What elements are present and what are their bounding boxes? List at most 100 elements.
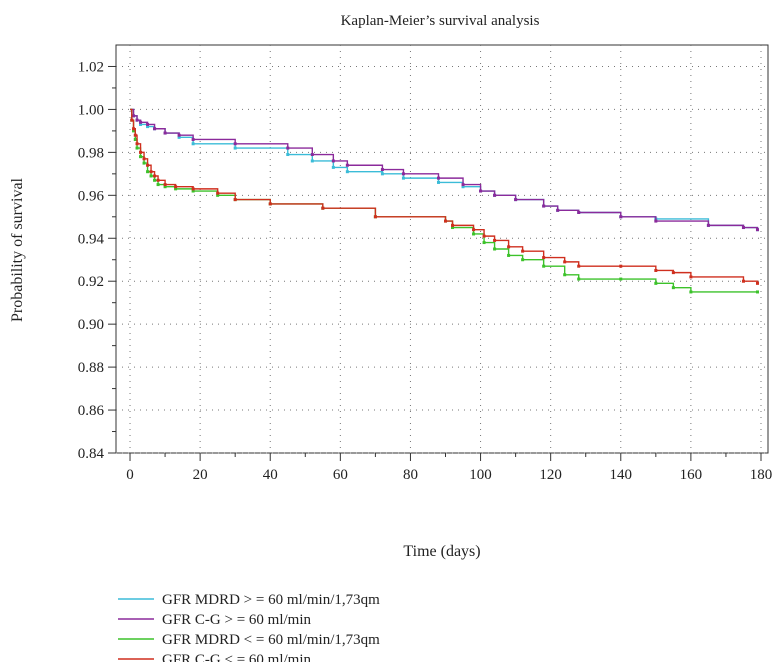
series-point-4 (133, 133, 137, 137)
series-point-1 (233, 146, 237, 150)
series-point-4 (671, 271, 675, 275)
series-line-4 (130, 108, 759, 284)
series-point-3 (135, 146, 139, 150)
series-point-1 (436, 180, 440, 184)
series-point-3 (482, 241, 486, 245)
series-point-4 (444, 219, 448, 223)
series-point-4 (135, 142, 139, 146)
series-point-2 (233, 142, 237, 146)
series-point-4 (373, 215, 377, 219)
y-tick-label: 1.00 (78, 102, 104, 118)
y-tick-label: 0.84 (78, 446, 105, 462)
series-point-2 (493, 193, 497, 197)
plot-area-frame (115, 44, 769, 454)
series-point-1 (146, 125, 150, 129)
series-point-4 (268, 202, 272, 206)
series-point-1 (177, 135, 181, 139)
x-axis-title: Time (days) (403, 543, 480, 560)
series-point-2 (461, 183, 465, 187)
axes: 0.84 0.86 0.88 0.90 0.92 0.94 0.96 0.98 1.00 1.02… (78, 59, 772, 483)
series-point-3 (542, 264, 546, 268)
series-point-2 (479, 189, 483, 193)
series-point-2 (146, 122, 150, 126)
series-point-4 (146, 163, 150, 167)
x-tick-label: 100 (469, 467, 492, 483)
x-tick-label: 80 (403, 467, 418, 483)
series-point-4 (153, 174, 157, 178)
series-point-2 (139, 120, 143, 124)
series-point-1 (345, 170, 349, 174)
series-point-4 (577, 264, 581, 268)
series-point-4 (507, 245, 511, 249)
series-point-4 (142, 157, 146, 161)
legend-label-1: GFR MDRD > = 60 ml/min/1,73qm (162, 592, 380, 608)
series-point-4 (233, 198, 237, 202)
legend-label-3: GFR MDRD < = 60 ml/min/1,73qm (162, 632, 380, 648)
y-tick-label: 0.88 (78, 360, 104, 376)
series-point-2 (577, 210, 581, 214)
series-point-3 (216, 193, 220, 197)
series-point-2 (654, 219, 658, 223)
series-point-2 (619, 215, 623, 219)
series-point-2 (286, 146, 290, 150)
series-point-3 (153, 178, 157, 182)
series-point-3 (163, 185, 167, 189)
series-point-3 (563, 273, 567, 277)
series-point-4 (755, 281, 759, 285)
series-point-2 (177, 133, 181, 137)
series-point-2 (741, 226, 745, 230)
series-point-1 (331, 165, 335, 169)
series-point-3 (619, 277, 623, 281)
series-point-2 (345, 163, 349, 167)
y-tick-label: 0.94 (78, 231, 105, 247)
series-point-3 (451, 226, 455, 230)
series-point-4 (521, 249, 525, 253)
series-point-4 (689, 275, 693, 279)
legend-label-4: GFR C-G < = 60 ml/min (162, 652, 312, 662)
series-point-4 (482, 234, 486, 238)
series-point-3 (149, 174, 153, 178)
series-point-3 (507, 253, 511, 257)
legend: GFR MDRD > = 60 ml/min/1,73qm GFR C-G > =… (118, 592, 380, 667)
series-point-2 (706, 223, 710, 227)
series-point-2 (542, 204, 546, 208)
series-point-3 (191, 189, 195, 193)
series-line-2 (130, 108, 759, 230)
series-point-3 (654, 281, 658, 285)
series-point-3 (671, 286, 675, 290)
series-point-4 (542, 256, 546, 260)
series-point-2 (331, 159, 335, 163)
series-point-3 (689, 290, 693, 294)
series-point-2 (310, 153, 314, 157)
series-point-1 (310, 159, 314, 163)
x-tick-label: 140 (610, 467, 633, 483)
series-point-3 (755, 290, 759, 294)
grid (116, 45, 768, 454)
series-point-4 (191, 187, 195, 191)
series-point-4 (163, 183, 167, 187)
series-point-2 (135, 118, 139, 122)
series-point-4 (472, 228, 476, 232)
series (130, 108, 759, 294)
y-tick-label: 1.02 (78, 59, 104, 75)
series-point-4 (654, 268, 658, 272)
series-point-3 (521, 258, 525, 262)
series-point-4 (619, 264, 623, 268)
series-point-1 (461, 185, 465, 189)
y-tick-label: 0.86 (78, 403, 105, 419)
series-point-4 (216, 191, 220, 195)
series-point-1 (139, 122, 143, 126)
series-point-2 (153, 127, 157, 131)
y-tick-label: 0.90 (78, 317, 104, 333)
series-point-3 (174, 187, 178, 191)
series-point-3 (577, 277, 581, 281)
x-tick-label: 40 (263, 467, 278, 483)
y-tick-label: 0.96 (78, 188, 105, 204)
series-point-3 (132, 129, 136, 133)
y-tick-label: 0.98 (78, 145, 104, 161)
x-tick-label: 20 (193, 467, 208, 483)
series-point-1 (380, 172, 384, 176)
series-point-4 (132, 127, 136, 131)
series-point-4 (321, 206, 325, 210)
